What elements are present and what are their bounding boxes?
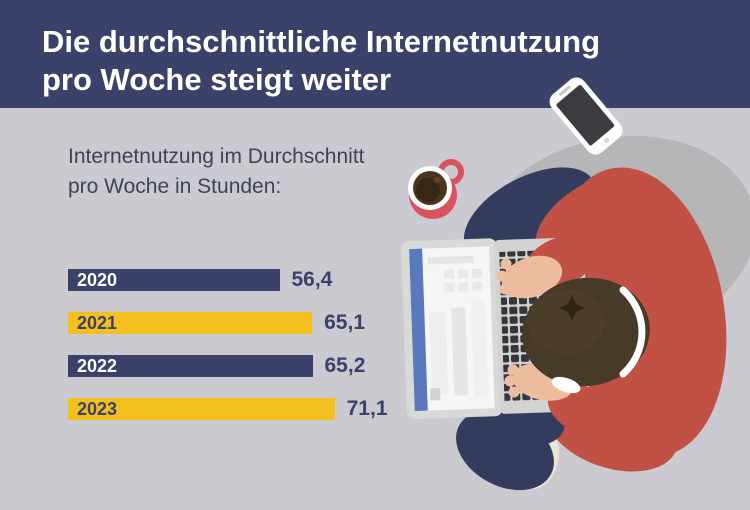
bar-value-label: 65,1 — [324, 311, 365, 334]
screen-block — [443, 269, 455, 279]
bar-row-2021: 2021 65,1 — [68, 312, 388, 334]
smartphone-icon — [549, 77, 623, 155]
bar-value-label: 71,1 — [346, 397, 388, 420]
screen-block — [427, 255, 474, 265]
page-title-line2: pro Woche steigt weiter — [42, 62, 392, 97]
bar-value-label: 65,2 — [324, 354, 366, 377]
page-title-line1: Die durchschnittliche Internetnutzung — [42, 24, 601, 59]
screen-block — [444, 282, 455, 292]
head-hair-shade — [528, 290, 604, 354]
bar-row-2020: 2020 56,4 — [68, 269, 388, 291]
bar-row-2022: 2022 65,2 — [68, 355, 388, 377]
bar-year-label: 2021 — [77, 313, 118, 333]
bar-2020: 2020 — [68, 269, 280, 291]
screen-sidebar — [409, 248, 428, 412]
screen-block — [429, 311, 449, 395]
bar-chart: 2020 56,4 2021 65,1 2022 65,2 2023 71,1 — [68, 269, 388, 441]
screen-block — [457, 269, 469, 279]
bar-2023: 2023 — [68, 398, 335, 420]
page-title: Die durchschnittliche Internetnutzung pro… — [0, 0, 750, 99]
collar — [551, 376, 581, 394]
bar-value-label: 56,4 — [291, 268, 333, 291]
bar-2021: 2021 — [68, 312, 313, 334]
screen-block — [451, 307, 469, 396]
bar-year-label: 2022 — [77, 356, 118, 376]
headphone-band — [619, 286, 646, 378]
coffee-cup-icon — [408, 159, 464, 219]
chart-subtitle: Internetnutzung im Durchschnitt pro Woche… — [68, 142, 364, 202]
sweater-sleeve-bottom — [548, 384, 628, 440]
bar-year-label: 2023 — [77, 399, 118, 419]
bar-2022: 2022 — [68, 355, 313, 377]
bar-row-2023: 2023 71,1 — [68, 398, 388, 420]
screen-block — [472, 281, 483, 291]
hair-cowlick-star — [558, 294, 586, 322]
person-laptop-illustration — [401, 77, 750, 491]
screen-block — [458, 282, 469, 292]
screen-block — [471, 268, 483, 278]
screen-block — [429, 388, 441, 401]
chart-subtitle-line1: Internetnutzung im Durchschnitt — [68, 145, 365, 168]
bar-year-label: 2020 — [77, 270, 118, 290]
hand-top — [496, 255, 563, 299]
chart-subtitle-line2: pro Woche in Stunden: — [68, 175, 282, 198]
screen-block — [470, 300, 489, 397]
header: Die durchschnittliche Internetnutzung pro… — [0, 0, 750, 108]
